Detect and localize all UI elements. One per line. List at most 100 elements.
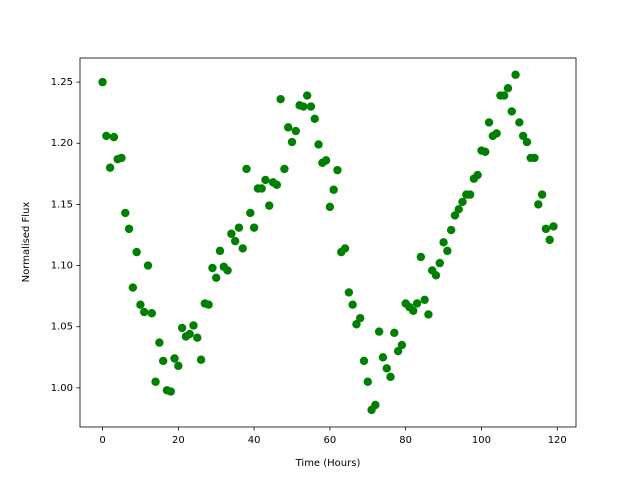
point xyxy=(249,223,259,232)
point xyxy=(276,95,285,104)
point xyxy=(348,300,357,309)
point xyxy=(340,244,350,253)
point xyxy=(223,266,232,275)
point xyxy=(511,70,520,79)
point xyxy=(541,224,551,234)
point xyxy=(124,224,134,234)
point xyxy=(310,114,319,123)
x-axis-label: Time (Hours) xyxy=(295,458,361,469)
point xyxy=(503,84,513,93)
point xyxy=(109,132,119,142)
point xyxy=(481,147,490,157)
point xyxy=(287,137,297,147)
point xyxy=(234,223,244,232)
point xyxy=(208,263,217,273)
point xyxy=(280,164,289,174)
point xyxy=(261,175,270,185)
y-tick-label: 1.05 xyxy=(51,322,73,333)
point xyxy=(215,246,225,256)
point xyxy=(499,91,509,100)
point xyxy=(454,205,463,214)
point xyxy=(212,273,221,282)
y-tick-label: 1.10 xyxy=(51,261,73,272)
y-axis-label: Normalised Flux xyxy=(21,202,32,283)
point xyxy=(143,261,153,270)
point xyxy=(549,222,558,231)
point xyxy=(155,338,164,347)
point xyxy=(420,295,429,305)
point xyxy=(374,327,384,336)
point xyxy=(382,364,391,373)
point xyxy=(314,140,323,149)
point xyxy=(443,246,452,256)
point xyxy=(329,185,338,194)
point xyxy=(132,247,141,257)
point xyxy=(333,165,342,175)
point xyxy=(450,211,460,220)
x-tick-label: 20 xyxy=(172,435,185,446)
point xyxy=(158,356,168,366)
point xyxy=(356,313,365,323)
point xyxy=(344,288,354,297)
point xyxy=(204,300,213,309)
point xyxy=(412,299,422,308)
point xyxy=(117,153,126,163)
point xyxy=(409,306,418,316)
point xyxy=(98,77,107,87)
x-tick-label: 100 xyxy=(472,435,491,446)
x-tick-label: 40 xyxy=(248,435,261,446)
point xyxy=(545,235,554,245)
point xyxy=(435,258,444,268)
point xyxy=(166,387,175,396)
x-tick-label: 80 xyxy=(399,435,412,446)
point xyxy=(230,236,240,246)
point xyxy=(284,123,293,132)
point xyxy=(515,118,524,127)
point xyxy=(465,190,475,199)
plot-frame xyxy=(79,57,577,428)
point xyxy=(458,197,467,207)
point xyxy=(416,252,426,262)
point xyxy=(371,400,380,410)
point xyxy=(272,180,282,190)
point xyxy=(397,340,407,350)
y-tick-label: 1.25 xyxy=(51,77,73,88)
point xyxy=(492,129,501,138)
point xyxy=(507,107,516,116)
point xyxy=(257,184,266,193)
point xyxy=(431,271,441,280)
point xyxy=(446,225,456,235)
point xyxy=(147,309,157,318)
point xyxy=(390,328,399,338)
point xyxy=(189,321,198,330)
point xyxy=(534,200,543,209)
point xyxy=(121,208,130,218)
point xyxy=(174,361,183,371)
x-tick-label: 120 xyxy=(548,435,567,446)
y-tick-label: 1.00 xyxy=(51,383,73,394)
point xyxy=(518,131,528,141)
point xyxy=(484,118,494,127)
y-tick-label: 1.15 xyxy=(51,199,73,210)
point xyxy=(227,229,236,238)
point xyxy=(302,91,312,100)
point xyxy=(306,102,316,111)
point xyxy=(359,356,369,366)
point xyxy=(363,377,372,386)
point xyxy=(325,202,335,212)
point xyxy=(185,329,194,339)
point xyxy=(522,137,532,147)
point xyxy=(246,208,255,218)
point xyxy=(136,300,145,309)
point xyxy=(105,163,115,172)
point xyxy=(102,131,111,141)
point xyxy=(386,372,395,382)
point xyxy=(378,353,388,362)
point xyxy=(393,346,403,356)
point xyxy=(424,310,433,319)
y-tick-label: 1.20 xyxy=(51,138,73,149)
point xyxy=(140,307,149,317)
point xyxy=(238,244,247,253)
